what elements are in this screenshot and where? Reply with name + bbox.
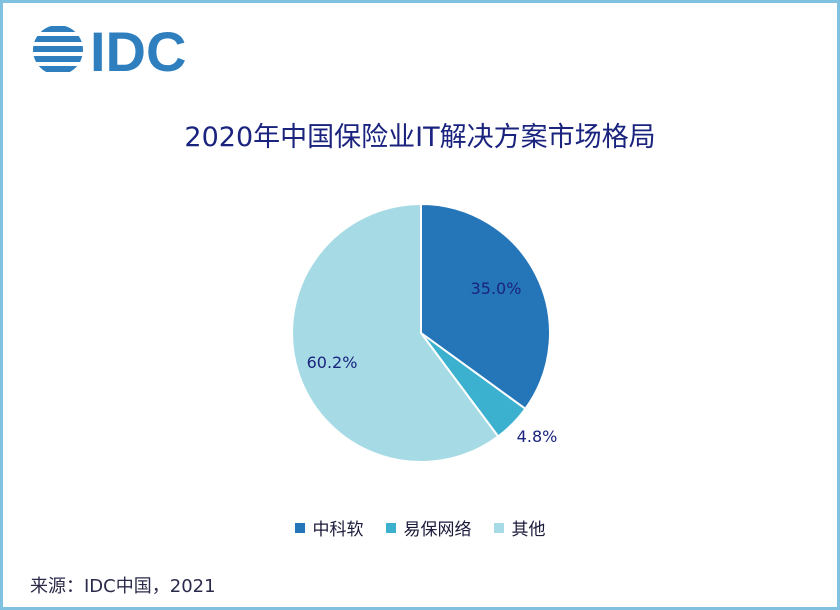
pie-slice [420,202,551,411]
idc-logo: IDC [32,20,212,83]
chart-title: 2020年中国保险业IT解决方案市场格局 [184,122,656,153]
legend-item-zhongkeruan: 中科软 [294,515,364,540]
slice-value-label: 4.8% [517,427,558,446]
legend-swatch [385,522,396,533]
logo-text: IDC [90,22,186,78]
chart-legend: 中科软 易保网络 其他 [0,515,840,540]
source-note: 来源：IDC中国，2021 [30,576,216,597]
legend-label: 易保网络 [403,520,472,540]
pie-slice [291,202,500,463]
legend-label: 中科软 [312,520,364,540]
legend-swatch [294,522,305,533]
slice-value-label: 35.0% [471,279,522,298]
legend-item-other: 其他 [493,515,546,540]
legend-label: 其他 [511,520,546,540]
legend-item-yibao: 易保网络 [385,515,472,540]
idc-globe-icon [33,26,83,72]
legend-swatch [493,522,504,533]
slice-value-label: 60.2% [307,353,358,372]
